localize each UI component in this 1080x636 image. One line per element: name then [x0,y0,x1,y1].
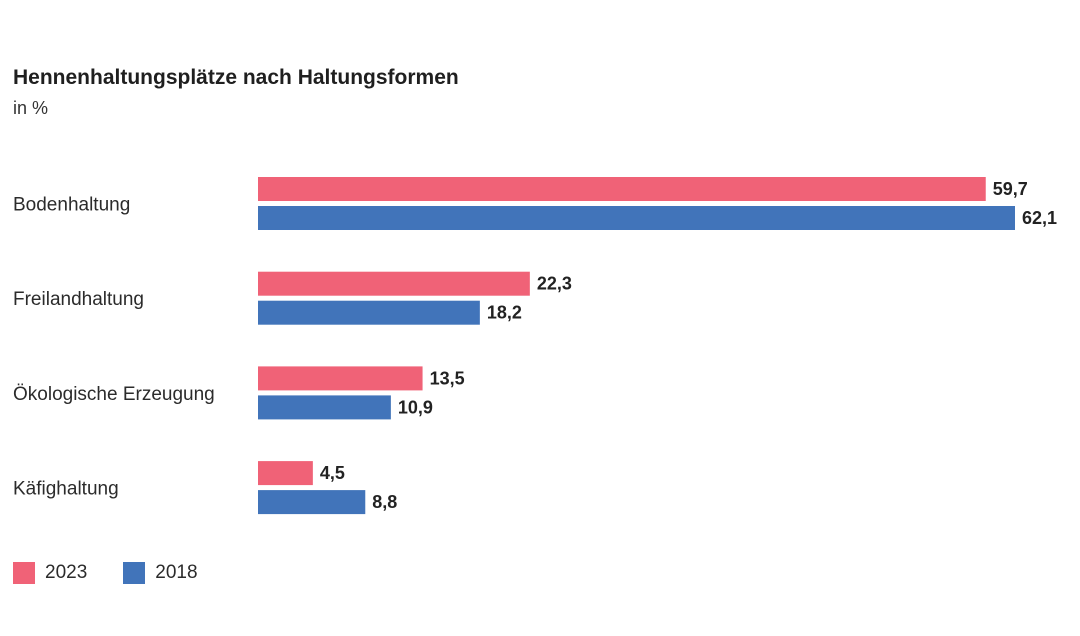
value-label-2018-oekologische-erzeugung: 10,9 [398,397,433,417]
bar-2023-oekologische-erzeugung [258,366,423,391]
legend-label-2023: 2023 [45,562,88,583]
bar-2018-freilandhaltung [258,300,480,325]
bar-2023-kaefighaltung [258,461,313,486]
value-label-2023-oekologische-erzeugung: 13,5 [430,368,465,388]
value-label-2018-bodenhaltung: 62,1 [1022,208,1057,228]
legend: 2023 2018 [13,562,234,584]
category-label-kaefighaltung: Käfighaltung [13,479,119,500]
value-label-2023-bodenhaltung: 59,7 [993,179,1028,199]
bar-2023-bodenhaltung [258,177,986,201]
legend-item-2018: 2018 [123,562,198,584]
value-label-2023-kaefighaltung: 4,5 [320,463,345,483]
bar-2018-bodenhaltung [258,206,1015,230]
legend-label-2018: 2018 [155,562,198,583]
chart-subtitle: in % [13,98,49,118]
value-label-2023-freilandhaltung: 22,3 [537,274,572,294]
bar-2018-oekologische-erzeugung [258,395,391,420]
bar-2023-freilandhaltung [258,271,530,296]
value-label-2018-freilandhaltung: 18,2 [487,303,522,323]
legend-item-2023: 2023 [13,562,87,584]
legend-swatch-2018 [123,562,146,584]
value-label-2018-kaefighaltung: 8,8 [372,492,397,512]
category-label-oekologische-erzeugung: Ökologische Erzeugung [13,384,215,405]
category-label-bodenhaltung: Bodenhaltung [13,195,130,216]
bar-chart: Bodenhaltung 59,7 62,1 Freilandhaltung 22,3 1… [13,177,1057,515]
legend-swatch-2023 [13,562,35,584]
bar-2018-kaefighaltung [258,490,366,515]
chart-title: Hennenhaltungsplätze nach Haltungsformen [13,66,459,89]
category-label-freilandhaltung: Freilandhaltung [13,289,144,310]
